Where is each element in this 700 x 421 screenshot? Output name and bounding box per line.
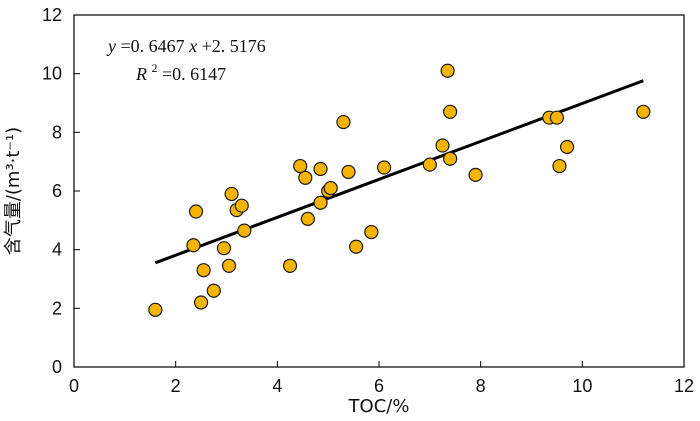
data-point [422,157,437,172]
data-point [341,164,356,180]
y-axis-title: 含气量/(m³·t⁻¹) [3,127,24,255]
x-tick-label: 0 [69,376,79,396]
plot-area [73,14,685,368]
data-point [186,238,201,253]
tick-marks [73,14,685,368]
data-point [300,211,315,226]
data-point [443,104,458,119]
y-tick-label: 12 [42,5,62,25]
equation-y-variable: y [106,36,116,56]
data-point [349,239,364,254]
equation-slope: =0. 6467 [121,36,185,56]
data-point [364,224,379,240]
data-point [443,151,458,166]
x-axis-title: TOC/% [348,396,410,417]
data-point [216,241,232,256]
data-point [148,302,163,317]
r-squared-value: =0. 6147 [162,64,226,84]
y-tick-label: 8 [52,122,62,142]
y-tick-label: 10 [42,64,62,84]
data-point [549,110,565,125]
y-tick-label: 2 [52,298,62,318]
data-point [188,204,204,219]
data-point [323,180,338,196]
r-squared-label: R 2 =0. 6147 [135,56,226,84]
data-point [234,198,249,213]
data-point [313,195,328,210]
data-point [293,158,308,174]
x-tick-label: 10 [572,376,592,396]
r-squared-superscript: 2 [152,61,158,75]
x-tick-label: 8 [476,376,486,396]
data-point [224,186,239,202]
r-squared-variable: R [135,64,147,84]
data-point [206,283,221,298]
data-point [636,104,651,119]
x-tick-label: 6 [374,376,384,396]
data-point [313,161,328,177]
equation-x-variable: x [188,36,197,56]
data-point [193,295,209,310]
tick-labels: 0 2 4 6 8 10 12 0 2 4 6 8 10 12 [42,5,694,396]
data-point [552,158,567,174]
data-point [221,258,237,273]
trendline [154,79,644,265]
equation-intercept: +2. 5176 [202,36,266,56]
data-point [298,170,313,185]
x-tick-label: 12 [674,376,694,396]
x-tick-label: 2 [171,376,181,396]
data-point [336,114,351,130]
x-tick-label: 4 [272,376,282,396]
y-tick-label: 4 [52,240,62,260]
data-point [196,263,211,278]
y-tick-label: 0 [52,357,62,377]
data-point [237,223,252,238]
data-point [435,138,450,153]
data-point [468,167,483,182]
data-point [440,63,455,78]
y-tick-label: 6 [52,181,62,201]
data-point [559,139,575,155]
regression-equation: y =0. 6467 x +2. 5176 [106,36,266,56]
data-points [148,63,651,317]
data-point [376,160,392,175]
data-point [282,258,298,273]
